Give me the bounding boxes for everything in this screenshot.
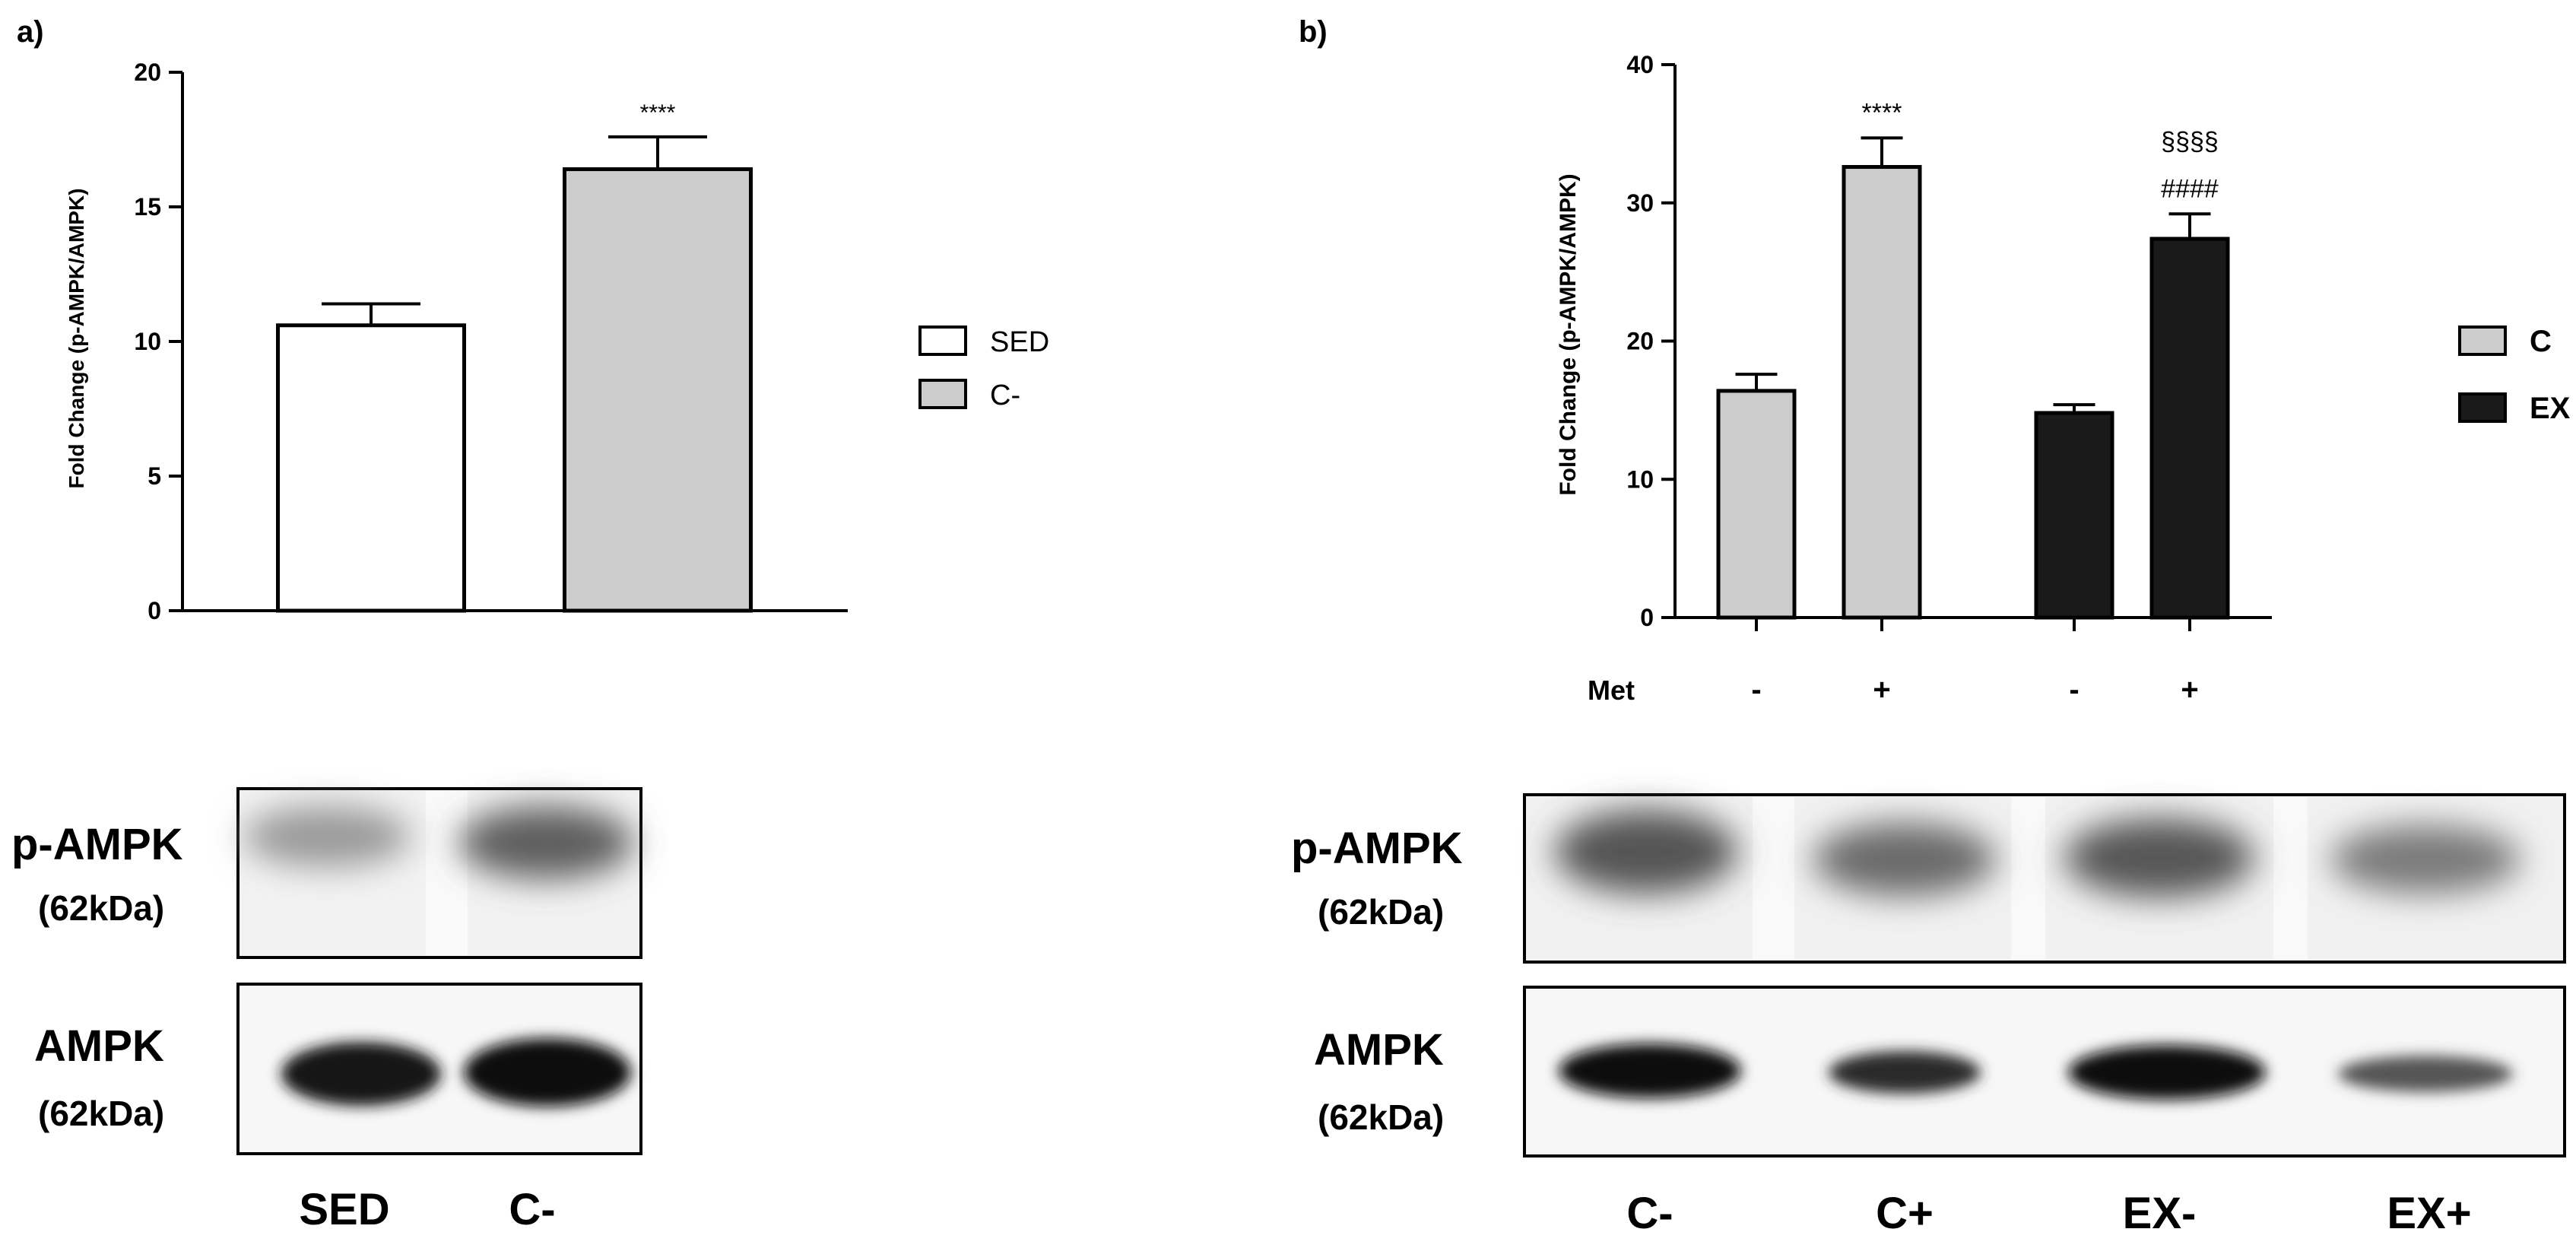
blot-a-row-label-2: AMPK (62kDa)	[34, 1021, 164, 1133]
chart-a: Fold Change (p-AMPK/AMPK) 0 5 10 15 20 ****	[65, 59, 848, 624]
chart-b-y-axis-label: Fold Change (p-AMPK/AMPK)	[1556, 173, 1581, 495]
chart-a-y-tick-label: 15	[134, 193, 161, 221]
chart-a-legend-label: C-	[990, 379, 1020, 411]
blot-b-size-p-ampk: (62kDa)	[1318, 892, 1444, 932]
blot-b-lane-ex-plus: EX+	[2387, 1189, 2471, 1238]
blot-b-ampk-band-ex-minus	[2068, 1045, 2266, 1100]
chart-b-y-tick-label: 10	[1626, 465, 1654, 493]
blot-a-ampk-band-c-minus	[464, 1038, 631, 1107]
blot-b-p-ampk-gap-2	[2011, 797, 2045, 960]
chart-b-legend-label: C	[2530, 325, 2552, 358]
panel-b: b) Fold Change (p-AMPK/AMPK) 0 10 20 30 40 - *…	[1291, 15, 2571, 1238]
chart-a-bar	[563, 167, 753, 613]
chart-b-met-sign: +	[2181, 673, 2198, 707]
chart-b-legend-label: EX	[2530, 392, 2571, 425]
chart-a-y-tick-label: 20	[134, 59, 161, 86]
blot-a-lane-sed: SED	[299, 1185, 389, 1234]
chart-b-met-sign: +	[1873, 673, 1890, 707]
chart-a-legend-swatch	[918, 379, 967, 409]
chart-a-bar	[276, 323, 466, 613]
blot-b-row-label-1: p-AMPK (62kDa)	[1291, 824, 1463, 932]
chart-b-legend-swatch	[2458, 325, 2507, 356]
chart-b-significance-label: §§§§	[2161, 127, 2219, 156]
chart-b-bar	[2034, 411, 2114, 620]
chart-b-bar	[1842, 164, 1922, 620]
blot-a-p-ampk-band-sed	[243, 806, 411, 867]
panel-a: a) Fold Change (p-AMPK/AMPK) 0 5 10 15 20 ***…	[11, 15, 1049, 1234]
chart-a-legend-label: SED	[990, 326, 1049, 358]
blot-a: p-AMPK (62kDa) AMPK (62kDa) SED C-	[11, 787, 642, 1234]
blot-b-row-label-2: AMPK (62kDa)	[1314, 1025, 1444, 1137]
blot-b-p-ampk-band-ex-plus	[2330, 825, 2520, 894]
blot-b-lane-ex-minus: EX-	[2123, 1189, 2197, 1238]
blot-b-ampk-band-ex-plus	[2338, 1056, 2513, 1092]
chart-b-y-tick-label: 0	[1640, 604, 1654, 631]
blot-b-lane-c-minus: C-	[1626, 1189, 1673, 1238]
blot-a-row-label-1: p-AMPK (62kDa)	[11, 820, 183, 928]
chart-a-y-tick-label: 5	[148, 462, 161, 490]
chart-b: Fold Change (p-AMPK/AMPK) 0 10 20 30 40 - ****…	[1556, 51, 2272, 707]
blot-b-ampk-band-c-plus	[1829, 1051, 1981, 1094]
blot-b-p-ampk-band-c-minus	[1555, 810, 1737, 894]
blot-b-protein-p-ampk: p-AMPK	[1291, 824, 1463, 873]
blot-a-size-p-ampk: (62kDa)	[38, 888, 164, 928]
chart-b-bar	[1716, 389, 1797, 620]
chart-b-met-sign: -	[1751, 673, 1761, 707]
blot-a-p-ampk-gap	[426, 791, 468, 955]
chart-b-significance-label: ####	[2161, 174, 2219, 203]
blot-a-p-ampk-band-c-minus	[458, 806, 633, 879]
blot-a-ampk-band-sed	[281, 1042, 441, 1106]
chart-b-legend: C EX	[2458, 325, 2571, 425]
blot-b-protein-ampk: AMPK	[1314, 1025, 1444, 1075]
chart-a-y-tick-label: 10	[134, 328, 161, 355]
chart-b-y-tick-label: 40	[1626, 51, 1654, 78]
blot-a-protein-p-ampk: p-AMPK	[11, 820, 183, 869]
blot-b-size-ampk: (62kDa)	[1318, 1097, 1444, 1137]
blot-b-p-ampk-band-ex-minus	[2064, 818, 2254, 897]
chart-b-bar	[2149, 237, 2230, 620]
chart-b-significance-label: ****	[1862, 98, 1902, 127]
blot-a-lane-c-minus: C-	[509, 1185, 555, 1234]
blot-b-lane-c-plus: C+	[1876, 1189, 1934, 1238]
chart-a-legend-swatch	[918, 325, 967, 356]
panel-b-label: b)	[1299, 15, 1328, 49]
chart-b-legend-swatch	[2458, 392, 2507, 423]
chart-a-y-axis-label: Fold Change (p-AMPK/AMPK)	[65, 188, 88, 488]
chart-b-y-tick-label: 30	[1626, 189, 1654, 217]
blot-a-protein-ampk: AMPK	[34, 1021, 164, 1071]
blot-b-p-ampk-gap-1	[1753, 797, 1794, 960]
blot-b: p-AMPK (62kDa) AMPK (62kDa) C- C+ EX-	[1291, 793, 2566, 1238]
blot-b-p-ampk-band-c-plus	[1813, 823, 1996, 896]
chart-a-legend: SED C-	[918, 325, 1049, 411]
chart-b-met-label: Met	[1588, 675, 1635, 706]
blot-a-size-ampk: (62kDa)	[38, 1094, 164, 1133]
chart-b-met-sign: -	[2069, 673, 2079, 707]
panel-a-label: a)	[17, 15, 44, 49]
chart-a-significance-label: ****	[640, 100, 676, 125]
chart-b-y-tick-label: 20	[1626, 328, 1654, 355]
blot-b-p-ampk-gap-3	[2273, 797, 2308, 960]
chart-a-y-tick-label: 0	[148, 597, 161, 624]
blot-b-ampk-band-c-minus	[1559, 1043, 1741, 1098]
